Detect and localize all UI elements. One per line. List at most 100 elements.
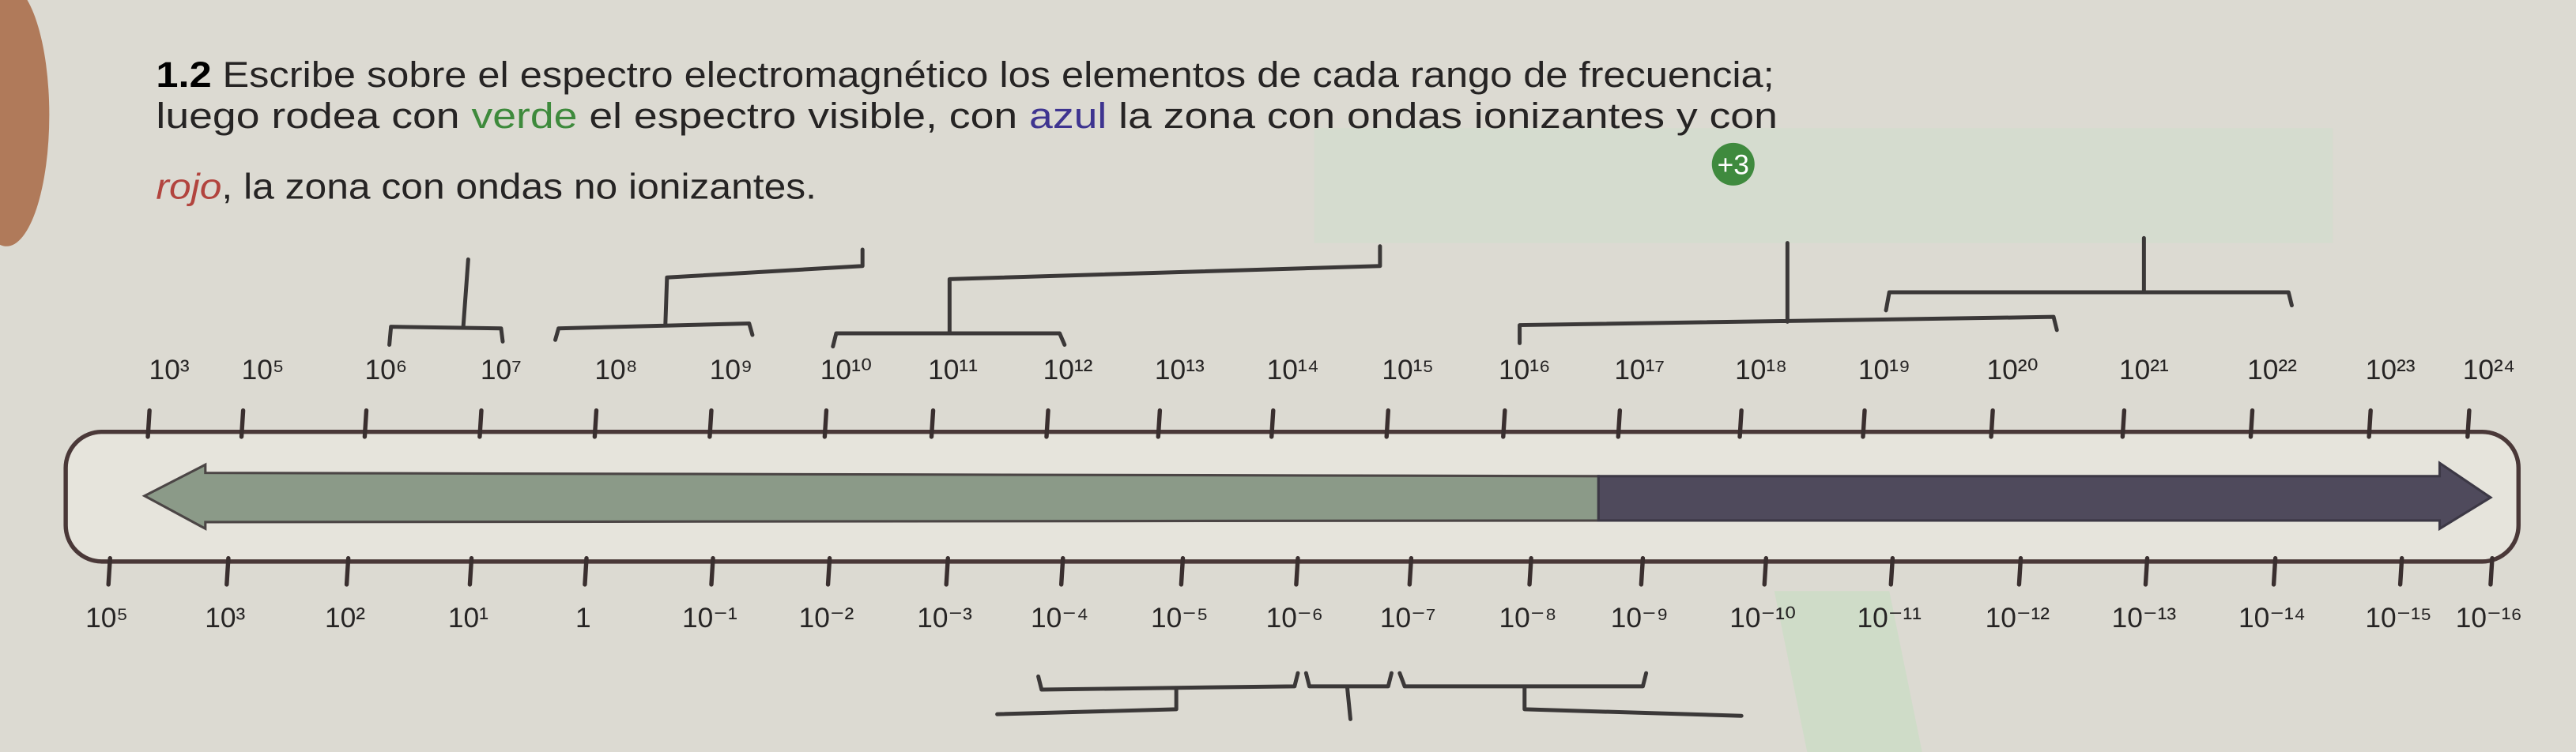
instruction-line: 1.2 Escribe sobre el espectro electromagn… <box>156 55 1774 95</box>
frequency-tick <box>2367 408 2373 439</box>
answer-brackets <box>387 235 2294 721</box>
frequency-tick <box>1616 408 1623 439</box>
frequency-label: 10²² <box>2247 355 2297 385</box>
instruction-text: luego rodea con <box>156 96 471 136</box>
frequency-tick <box>707 408 714 439</box>
frequency-label: 10⁶ <box>365 355 408 385</box>
instruction-line: rojo, la zona con ondas no ionizantes. <box>156 167 817 207</box>
wavelength-label: 10⁻¹⁴ <box>2238 603 2306 634</box>
wavelength-tick <box>2488 556 2495 587</box>
wavelength-tick <box>1762 556 1769 587</box>
frequency-tick <box>592 408 599 439</box>
wavelength-label: 10⁻¹ <box>682 603 737 634</box>
instruction-text: el espectro visible, con <box>577 96 1029 136</box>
finger <box>0 0 50 246</box>
bracket <box>1518 241 2059 345</box>
frequency-label: 10¹⁷ <box>1614 355 1665 385</box>
paper-stripe <box>1774 591 1922 752</box>
bracket <box>1397 671 1744 718</box>
frequency-tick <box>1989 408 1995 439</box>
wavelength-label: 10⁻² <box>799 603 854 634</box>
frequency-tick <box>1501 408 1507 439</box>
wavelength-tick <box>1639 556 1646 587</box>
wavelength-tick <box>467 556 474 587</box>
wavelength-label: 10⁻¹⁶ <box>2456 603 2522 634</box>
wavelength-label: 10⁻⁸ <box>1499 603 1557 634</box>
wavelength-tick <box>2016 556 2023 587</box>
frequency-tick <box>239 408 246 439</box>
bracket <box>1884 235 2294 313</box>
wavelength-tick <box>106 556 112 587</box>
wavelength-label: 10⁻¹³ <box>2112 603 2177 634</box>
frequency-tick <box>1737 408 1744 439</box>
wavelength-label: 1 <box>575 603 591 634</box>
frequency-tick <box>2465 408 2472 439</box>
bracket <box>995 671 1300 716</box>
frequency-tick <box>1044 408 1050 439</box>
frequency-label: 10¹¹ <box>928 355 978 385</box>
arrow-right <box>1597 461 2493 532</box>
wavelength-label: 10⁻³ <box>917 603 972 634</box>
wavelength-label: 10⁻⁶ <box>1266 603 1323 634</box>
frequency-label: 10⁹ <box>710 355 752 385</box>
bracket <box>1303 671 1394 721</box>
wavelength-tick <box>709 556 715 587</box>
frequency-label: 10¹⁹ <box>1858 355 1910 385</box>
instruction-text: Escribe sobre el espectro electromagnéti… <box>222 55 1774 95</box>
bracket <box>831 244 1382 349</box>
wavelength-label: 10⁻¹¹ <box>1857 603 1921 634</box>
frequency-tick <box>2120 408 2127 439</box>
wavelength-tick <box>1179 556 1186 587</box>
frequency-tick <box>477 408 484 439</box>
wavelength-tick <box>1407 556 1414 587</box>
wavelength-label: 10⁵ <box>85 603 128 634</box>
points-badge-text: +3 <box>1718 149 1749 180</box>
frequency-label: 10⁸ <box>594 355 637 385</box>
frequency-label: 10²⁰ <box>1986 355 2038 385</box>
bracket <box>553 247 865 342</box>
frequency-label: 10¹² <box>1043 355 1093 385</box>
wavelength-tick <box>1294 556 1300 587</box>
wavelength-tick <box>1888 556 1895 587</box>
frequency-label: 10¹³ <box>1155 355 1205 385</box>
instruction-text: rojo <box>156 167 221 207</box>
instruction-text: la zona con ondas ionizantes y con <box>1107 96 1778 136</box>
wavelength-label: 10⁻¹⁵ <box>2365 603 2431 634</box>
instruction-line: luego rodea con verde el espectro visibl… <box>156 96 1777 136</box>
frequency-tick <box>145 408 152 439</box>
instruction-text: verde <box>471 96 577 136</box>
frequency-tick <box>1156 408 1163 439</box>
wavelength-tick <box>224 556 231 587</box>
wavelength-label: 10³ <box>205 603 245 634</box>
frequency-label: 10²³ <box>2366 355 2416 385</box>
wavelength-label: 10⁻¹⁰ <box>1729 603 1796 634</box>
frequency-label: 10⁵ <box>242 355 285 385</box>
frequency-label: 10¹⁴ <box>1267 355 1319 385</box>
wavelength-label: 10² <box>325 603 365 634</box>
paper-tint <box>1314 128 2333 243</box>
wavelength-tick <box>2143 556 2150 587</box>
wavelength-label: 10⁻¹² <box>1986 603 2050 634</box>
wavelength-label: 10⁻⁵ <box>1151 603 1209 634</box>
wavelength-label: 10¹ <box>448 603 488 634</box>
wavelength-label: 10⁻⁹ <box>1611 603 1669 634</box>
wavelength-tick <box>583 556 589 587</box>
frequency-tick <box>1861 408 1867 439</box>
frequency-label: 10¹⁵ <box>1382 355 1434 385</box>
instruction-text: azul <box>1029 96 1107 136</box>
frequency-tick <box>362 408 369 439</box>
frequency-tick <box>2248 408 2255 439</box>
frequency-label: 10²¹ <box>2119 355 2169 385</box>
frequency-tick <box>822 408 829 439</box>
frequency-tick <box>1269 408 1276 439</box>
wavelength-tick <box>2397 556 2404 587</box>
wavelength-tick <box>825 556 832 587</box>
frequency-tick <box>1384 408 1390 439</box>
wavelength-tick <box>1058 556 1065 587</box>
wavelength-tick <box>2271 556 2278 587</box>
frequency-label: 10⁷ <box>481 355 522 385</box>
wavelength-tick <box>1527 556 1533 587</box>
